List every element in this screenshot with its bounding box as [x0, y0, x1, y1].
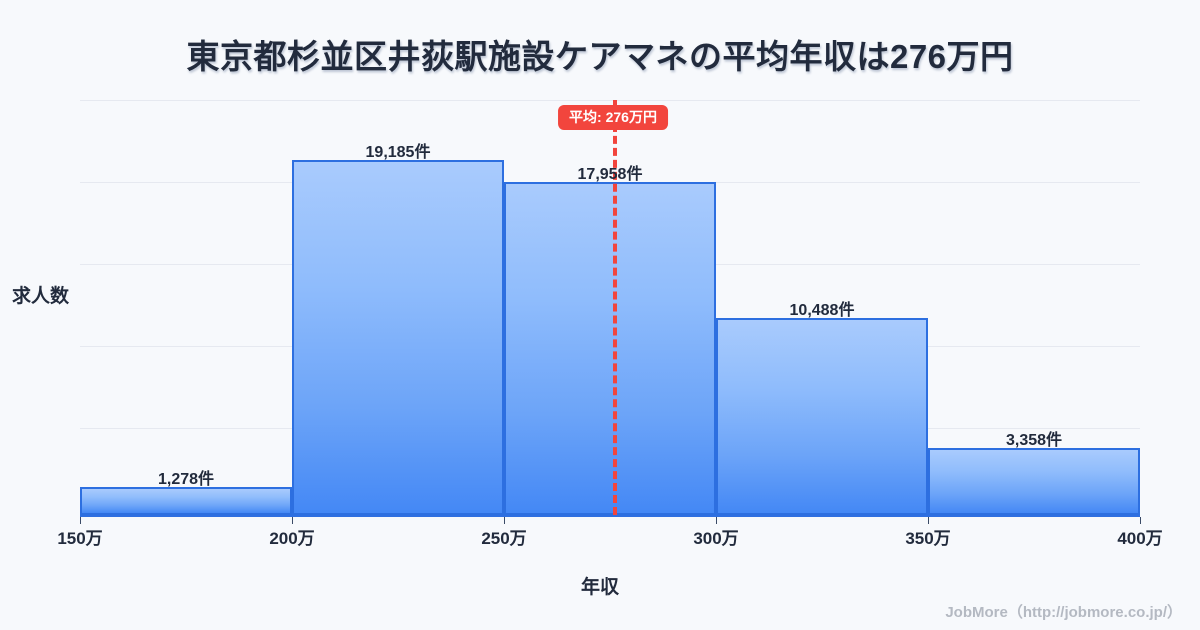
bar-value-label: 19,185件	[365, 144, 431, 161]
x-axis-line	[80, 515, 1140, 517]
x-axis-tick	[1140, 517, 1141, 524]
bar-value-label: 10,488件	[789, 302, 855, 319]
x-axis-tick-label: 250万	[481, 529, 527, 548]
gridline	[80, 100, 1140, 101]
footer-credit: JobMore（http://jobmore.co.jp/）	[945, 604, 1182, 621]
y-axis-title: 求人数	[12, 286, 70, 307]
x-axis-tick-label: 350万	[905, 529, 951, 548]
x-axis-tick	[292, 517, 293, 524]
bar-value-label: 3,358件	[1005, 432, 1063, 449]
average-marker-line	[613, 100, 617, 515]
bar-value-label: 17,958件	[577, 166, 643, 183]
x-axis-tick-label: 400万	[1117, 529, 1163, 548]
x-axis-tick-label: 300万	[693, 529, 739, 548]
x-axis-tick-label: 150万	[57, 529, 103, 548]
x-axis-tick	[716, 517, 717, 524]
plot-area	[80, 100, 1140, 515]
x-axis-title: 年収	[580, 577, 619, 598]
x-axis-tick-label: 200万	[269, 529, 315, 548]
bar-200-250[interactable]	[292, 160, 504, 515]
x-axis-tick	[80, 517, 81, 524]
x-axis-tick	[928, 517, 929, 524]
bar-350-400[interactable]	[928, 448, 1140, 515]
x-axis-tick	[504, 517, 505, 524]
bar-300-350[interactable]	[716, 318, 928, 515]
page-title: 東京都杉並区井荻駅施設ケアマネの平均年収は276万円	[186, 38, 1014, 75]
bar-value-label: 1,278件	[157, 471, 215, 488]
bar-250-300[interactable]	[504, 182, 716, 515]
average-badge: 平均: 276万円	[558, 105, 668, 130]
bar-150-200[interactable]	[80, 487, 292, 515]
